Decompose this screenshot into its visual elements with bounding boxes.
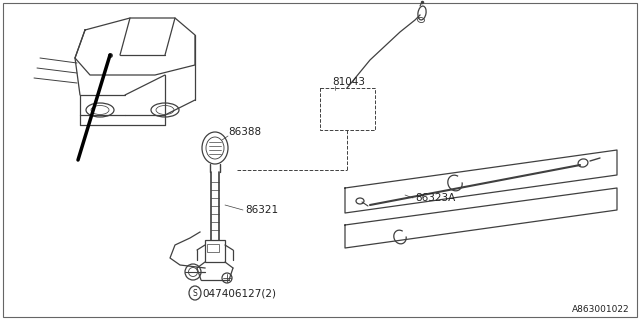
Text: S: S: [193, 289, 197, 298]
Text: 86321: 86321: [245, 205, 278, 215]
Text: 81043: 81043: [332, 77, 365, 87]
Text: 86323A: 86323A: [415, 193, 455, 203]
Text: 86388: 86388: [228, 127, 261, 137]
Bar: [205, 240, 225, 262]
Text: 047406127(2): 047406127(2): [202, 288, 276, 298]
Bar: [320, 88, 375, 130]
Text: A863001022: A863001022: [572, 306, 630, 315]
Bar: [207, 244, 219, 252]
